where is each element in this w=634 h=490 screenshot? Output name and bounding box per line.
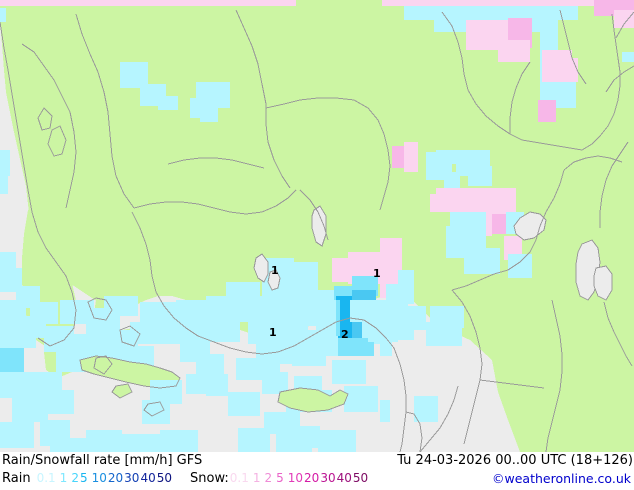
rain-legend-value-0: 0.1 xyxy=(36,471,56,485)
model-run-timestamp: Tu 24-03-2026 00..00 UTC (18+126) xyxy=(397,453,633,468)
rain-legend-value-1: 1 xyxy=(59,471,68,485)
lakes-layer xyxy=(253,205,613,301)
copyright-link[interactable]: ©weatheronline.co.uk xyxy=(492,471,631,486)
precipitation-map[interactable]: 1 1 1 2 xyxy=(0,0,634,452)
snow-legend-value-6: 30 xyxy=(320,471,336,485)
borders-layer xyxy=(0,9,634,452)
snow-legend-value-3: 5 xyxy=(276,471,284,485)
snow-legend-label: Snow: xyxy=(190,471,229,486)
map-canvas xyxy=(0,0,634,452)
snow-legend-value-7: 40 xyxy=(336,471,352,485)
snow-legend-value-4: 10 xyxy=(287,471,304,485)
snow-legend-value-8: 50 xyxy=(352,471,369,485)
rain-legend-value-2: 2 xyxy=(71,471,79,485)
snow-legend: Snow: 0.1 1 2 5 10 20 30 40 50 xyxy=(190,470,372,487)
snow-legend-value-2: 2 xyxy=(264,471,273,485)
chart-title: Rain/Snowfall rate [mm/h] GFS xyxy=(2,453,203,468)
rain-legend: Rain 0.1 1 2 5 10 20 30 40 50 xyxy=(2,470,176,487)
map-footer: Rain/Snowfall rate [mm/h] GFS Tu 24-03-2… xyxy=(0,452,634,490)
rain-legend-value-8: 50 xyxy=(156,471,172,485)
snow-legend-value-5: 20 xyxy=(304,471,320,485)
snow-legend-value-0: 0.1 xyxy=(229,471,249,485)
rain-legend-value-7: 40 xyxy=(140,471,156,485)
rain-legend-value-3: 5 xyxy=(79,471,88,485)
rain-legend-value-4: 10 xyxy=(91,471,107,485)
footer-legend-row: Rain 0.1 1 2 5 10 20 30 40 50 Snow: 0.1 … xyxy=(0,470,634,489)
rain-legend-value-5: 20 xyxy=(107,471,124,485)
rain-legend-label: Rain xyxy=(2,471,31,486)
snow-legend-value-1: 1 xyxy=(252,471,261,485)
footer-title-row: Rain/Snowfall rate [mm/h] GFS Tu 24-03-2… xyxy=(0,452,634,471)
rain-legend-value-6: 30 xyxy=(124,471,140,485)
